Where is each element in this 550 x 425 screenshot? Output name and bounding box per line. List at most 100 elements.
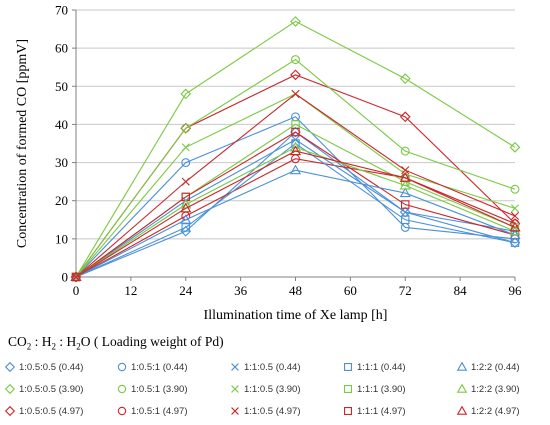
legend-item: 1:2:2 (3.90) xyxy=(456,378,520,400)
diamond-marker-icon xyxy=(4,361,16,373)
legend-label: 1:0.5:1 (0.44) xyxy=(131,361,188,373)
data-point xyxy=(510,204,520,213)
x-marker-icon xyxy=(231,407,239,415)
legend: 1:0.5:0.5 (0.44) 1:0.5:0.5 (3.90) 1:0.5:0.… xyxy=(4,356,550,422)
legend-label: 1:2:2 (4.97) xyxy=(471,405,520,417)
data-point xyxy=(181,143,190,152)
x-tick-label: 96 xyxy=(509,283,523,298)
series-line xyxy=(75,169,516,278)
legend-title: CO2 : H2 : H2O ( Loading weight of Pd) xyxy=(8,334,224,352)
data-point xyxy=(510,184,520,194)
data-point xyxy=(181,177,190,186)
legend-marker-shape xyxy=(4,361,16,373)
circle-marker-icon xyxy=(117,406,127,416)
legend-label: 1:0.5:0.5 (3.90) xyxy=(19,383,84,395)
legend-item: 1:0.5:0.5 (4.97) xyxy=(4,400,83,422)
legend-label: 1:1:1 (4.97) xyxy=(357,405,406,417)
y-tick-label: 50 xyxy=(55,79,68,94)
x-tick-label: 36 xyxy=(234,283,248,298)
triangle-marker-icon xyxy=(456,383,468,393)
data-point xyxy=(291,127,300,137)
legend-marker-shape xyxy=(117,362,127,372)
legend-label: 1:1:0.5 (4.97) xyxy=(244,405,301,417)
data-point xyxy=(290,126,301,138)
x-tick-label: 84 xyxy=(454,283,468,298)
legend-label: 1:1:1 (0.44) xyxy=(357,361,406,373)
data-point xyxy=(401,215,410,225)
series-9 xyxy=(71,89,520,282)
legend-label: 1:2:2 (0.44) xyxy=(471,361,520,373)
data-point xyxy=(399,172,411,182)
y-tick-label: 10 xyxy=(55,231,68,246)
line-chart: 0 12 24 36 48 60 72 84 96 0 10 20 30 40 50 60 70 Illumina… xyxy=(15,3,523,324)
series-8 xyxy=(71,89,520,282)
data-point xyxy=(399,179,411,190)
series-5 xyxy=(71,55,520,282)
x-tick-label: 72 xyxy=(399,283,412,298)
data-point xyxy=(399,111,411,123)
legend-marker-shape xyxy=(117,384,127,394)
circle-marker-icon xyxy=(117,362,127,372)
series-15 xyxy=(70,145,521,282)
x-tick-label: 12 xyxy=(124,283,137,298)
data-point xyxy=(290,16,301,27)
data-point xyxy=(289,145,302,156)
triangle-marker-icon xyxy=(456,361,468,371)
series-line xyxy=(75,58,516,278)
legend-item: 1:1:0.5 (3.90) xyxy=(229,378,301,400)
y-tick-label: 40 xyxy=(55,117,68,132)
circle-marker-icon xyxy=(117,384,127,394)
legend-marker-shape xyxy=(231,407,239,415)
data-point xyxy=(70,271,82,282)
triangle-marker-icon xyxy=(456,405,468,415)
legend-label: 1:1:0.5 (3.90) xyxy=(244,383,301,395)
legend-item: 1:0.5:1 (3.90) xyxy=(116,378,188,400)
data-point xyxy=(180,202,192,213)
legend-label: 1:0.5:1 (4.97) xyxy=(131,405,188,417)
series-line xyxy=(75,131,516,278)
series-line xyxy=(75,116,516,278)
legend-item: 1:1:1 (4.97) xyxy=(342,400,406,422)
legend-label: 1:2:2 (3.90) xyxy=(471,383,520,395)
series-line xyxy=(75,131,516,278)
legend-marker-shape xyxy=(4,405,16,417)
data-point xyxy=(180,214,192,224)
x-tick-label: 24 xyxy=(179,283,193,298)
data-point xyxy=(180,88,192,100)
legend-marker-shape xyxy=(231,363,239,371)
x-tick-label: 48 xyxy=(289,283,302,298)
data-point xyxy=(399,187,411,198)
legend-label: 1:0.5:0.5 (0.44) xyxy=(19,361,84,373)
data-point xyxy=(509,221,521,232)
legend-marker-shape xyxy=(231,385,239,393)
legend-item: 1:1:1 (3.90) xyxy=(342,378,406,400)
legend-marker-shape xyxy=(117,406,127,416)
legend-label: 1:1:0.5 (0.44) xyxy=(244,361,301,373)
legend-item: 1:1:0.5 (4.97) xyxy=(229,400,301,422)
y-tick-label: 20 xyxy=(55,193,68,208)
x-marker-icon xyxy=(231,385,239,393)
legend-marker-shape xyxy=(344,363,352,371)
legend-item: 1:1:0.5 (0.44) xyxy=(229,356,301,378)
legend-marker-shape xyxy=(344,407,352,415)
legend-item: 1:0.5:0.5 (0.44) xyxy=(4,356,83,378)
series-3 xyxy=(70,69,521,283)
y-axis-label: Concentration of formed CO [ppmV] xyxy=(15,39,30,248)
legend-item: 1:2:2 (0.44) xyxy=(456,356,520,378)
data-point xyxy=(510,211,520,221)
x-tick-label: 0 xyxy=(73,283,80,298)
data-point xyxy=(291,89,300,98)
legend-marker-shape xyxy=(456,383,468,393)
x-tick-label: 60 xyxy=(344,283,357,298)
legend-item: 1:0.5:1 (0.44) xyxy=(116,356,188,378)
legend-item: 1:0.5:0.5 (3.90) xyxy=(4,378,83,400)
data-point xyxy=(291,55,300,65)
y-tick-label: 70 xyxy=(55,3,68,18)
square-marker-icon xyxy=(344,385,352,393)
data-point xyxy=(399,73,411,85)
data-point xyxy=(401,200,410,209)
data-point xyxy=(401,166,410,175)
data-point xyxy=(181,123,191,133)
y-tick-label: 0 xyxy=(62,270,69,285)
